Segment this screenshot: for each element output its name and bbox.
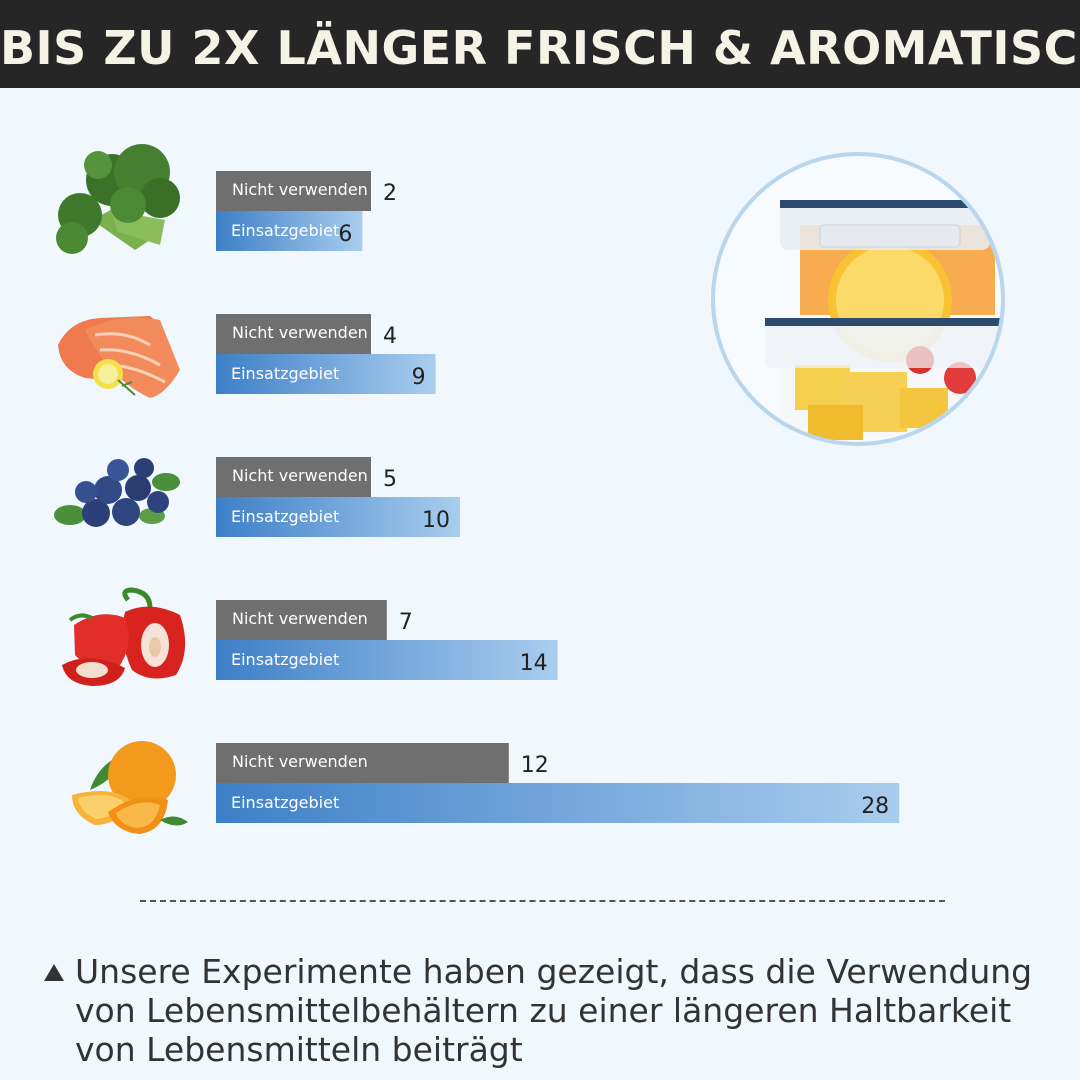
bar-einsatzgebiet bbox=[216, 783, 900, 823]
bar-series-label: Nicht verwenden bbox=[232, 752, 368, 771]
bar-einsatzgebiet bbox=[216, 640, 558, 680]
bar-value-label: 28 bbox=[861, 794, 889, 819]
bar-series-label: Nicht verwenden bbox=[232, 323, 368, 342]
bar-value-label: 14 bbox=[520, 651, 548, 676]
salmon-icon bbox=[58, 316, 180, 398]
bar-series-label: Einsatzgebiet bbox=[231, 507, 339, 526]
bar-value-label: 12 bbox=[521, 753, 549, 778]
bar-value-label: 7 bbox=[399, 610, 413, 635]
footer-note: Unsere Experimente haben gezeigt, dass d… bbox=[44, 952, 1064, 1069]
bar-nicht-verwenden bbox=[216, 600, 387, 640]
pepper-icon bbox=[62, 587, 186, 686]
bar-value-label: 9 bbox=[412, 365, 426, 390]
bar-einsatzgebiet bbox=[216, 211, 363, 251]
footer-note-text: Unsere Experimente haben gezeigt, dass d… bbox=[75, 952, 1033, 1069]
bar-nicht-verwenden bbox=[216, 743, 509, 783]
bar-value-label: 10 bbox=[422, 508, 450, 533]
bar-series-label: Einsatzgebiet bbox=[231, 221, 339, 240]
header-bar bbox=[0, 0, 1080, 88]
bar-einsatzgebiet bbox=[216, 354, 436, 394]
broccoli-icon bbox=[56, 144, 180, 254]
bar-series-label: Einsatzgebiet bbox=[231, 793, 339, 812]
bar-series-label: Nicht verwenden bbox=[232, 466, 368, 485]
bar-value-label: 4 bbox=[383, 324, 397, 349]
page-title: BIS ZU 2X LÄNGER FRISCH & AROMATISCH bbox=[0, 21, 1080, 75]
bar-series-label: Nicht verwenden bbox=[232, 180, 368, 199]
orange-icon bbox=[72, 741, 188, 834]
bar-nicht-verwenden bbox=[216, 171, 371, 211]
bar-value-label: 6 bbox=[338, 222, 352, 247]
bar-nicht-verwenden bbox=[216, 457, 371, 497]
bar-series-label: Einsatzgebiet bbox=[231, 364, 339, 383]
dashed-divider bbox=[140, 900, 945, 902]
blueberries-icon bbox=[54, 458, 180, 527]
bar-series-label: Nicht verwenden bbox=[232, 609, 368, 628]
food-container-icon bbox=[711, 152, 1005, 446]
bar-nicht-verwenden bbox=[216, 314, 371, 354]
bar-value-label: 5 bbox=[383, 467, 397, 492]
bar-series-label: Einsatzgebiet bbox=[231, 650, 339, 669]
bar-einsatzgebiet bbox=[216, 497, 460, 537]
bar-value-label: 2 bbox=[383, 181, 397, 206]
triangle-up-icon bbox=[44, 964, 64, 981]
